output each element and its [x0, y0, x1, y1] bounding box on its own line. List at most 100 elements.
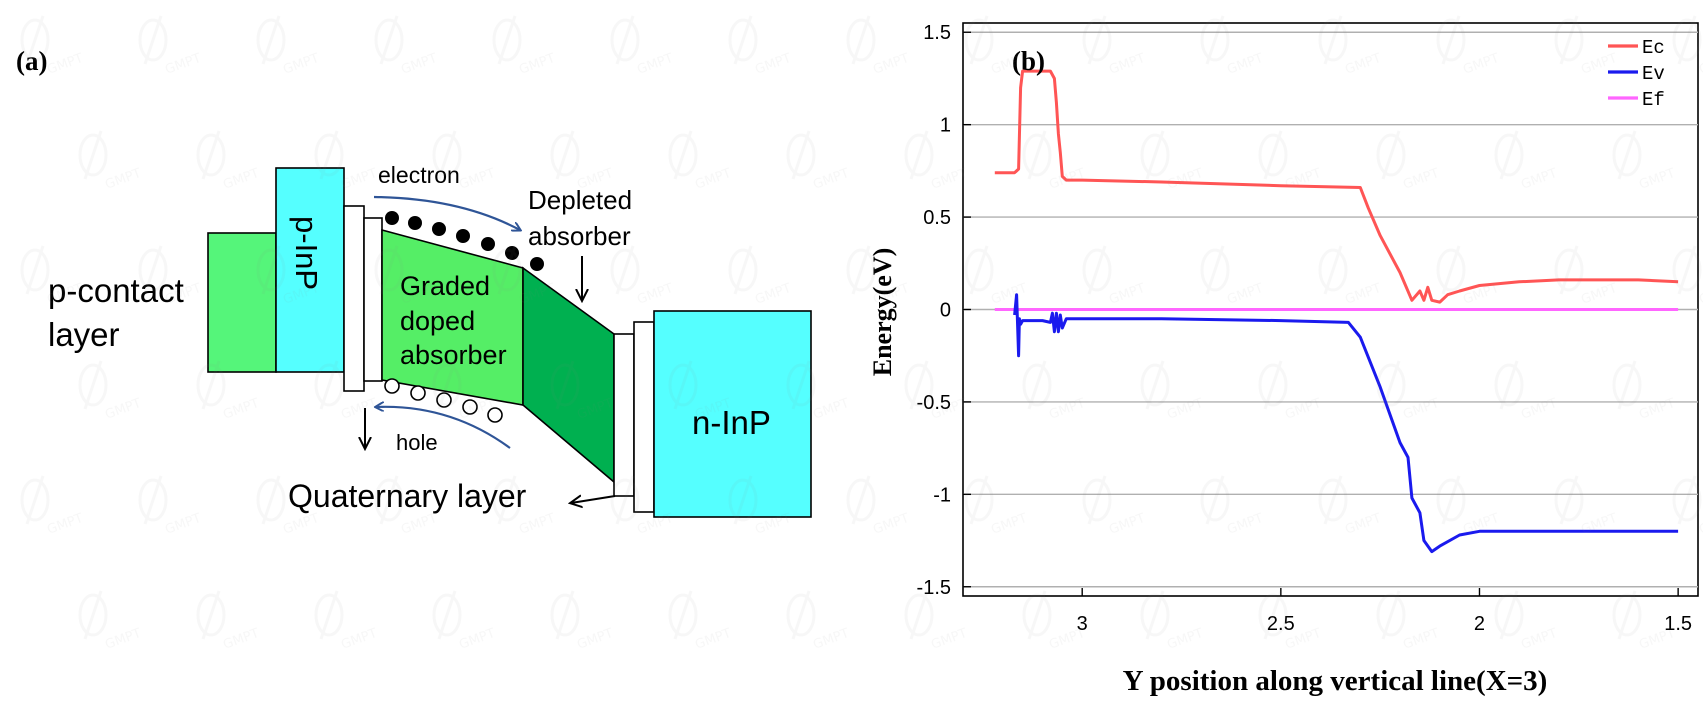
watermark-logo-icon [610, 478, 640, 522]
watermark-logo-icon [374, 478, 404, 522]
watermark-mark: GMPT [668, 130, 733, 193]
watermark-mark: GMPT [846, 15, 911, 78]
watermark-logo-icon [492, 18, 522, 62]
watermark-logo-stroke [143, 245, 163, 295]
watermark-logo-stroke [733, 475, 753, 525]
watermark-mark: GMPT [846, 475, 911, 538]
watermark-text: GMPT [163, 51, 203, 78]
watermark-logo-stroke [615, 475, 635, 525]
watermark-text: GMPT [281, 51, 321, 78]
watermark-mark: GMPT [256, 15, 321, 78]
x-tick-label: 1.5 [1664, 613, 1692, 635]
watermark-logo-icon [78, 363, 108, 407]
watermark-logo-stroke [1263, 360, 1283, 410]
watermark-logo-stroke [261, 15, 281, 65]
watermark-mark: GMPT [20, 475, 85, 538]
watermark-logo-icon [314, 593, 344, 637]
watermark-logo-icon [1140, 593, 1170, 637]
y-tick-label: 1 [940, 115, 951, 137]
watermark-mark: GMPT [78, 590, 143, 653]
watermark-mark: GMPT [1672, 15, 1703, 78]
y-tick-label: -0.5 [917, 392, 951, 414]
watermark-logo-icon [1554, 478, 1584, 522]
watermark-logo-stroke [673, 360, 693, 410]
x-axis-title: Y position along vertical line(X=3) [1123, 665, 1548, 697]
watermark-logo-stroke [143, 15, 163, 65]
watermark-logo-stroke [851, 15, 871, 65]
depleted-label-line2: absorber [528, 221, 631, 251]
watermark-logo-stroke [1559, 15, 1579, 65]
watermark-logo-icon [1200, 18, 1230, 62]
watermark-logo-icon [374, 248, 404, 292]
watermark-logo-icon [1554, 18, 1584, 62]
watermark-logo-icon [550, 593, 580, 637]
watermark-text: GMPT [811, 396, 851, 423]
watermark-logo-stroke [1263, 130, 1283, 180]
watermark-logo-stroke [909, 590, 929, 640]
watermark-logo-stroke [1145, 360, 1165, 410]
watermark-logo-icon [256, 18, 286, 62]
watermark-logo-icon [964, 248, 994, 292]
watermark-logo-icon [1318, 478, 1348, 522]
watermark-text: GMPT [163, 511, 203, 538]
watermark-text: GMPT [693, 166, 733, 193]
watermark-logo-stroke [1323, 245, 1343, 295]
hole-arrow [376, 407, 511, 449]
watermark-logo-stroke [1441, 15, 1461, 65]
watermark-logo-stroke [969, 15, 989, 65]
watermark-logo-stroke [379, 475, 399, 525]
watermark-logo-icon [1082, 248, 1112, 292]
hole-label: hole [396, 430, 438, 455]
watermark-logo-icon [1140, 133, 1170, 177]
watermark-logo-stroke [555, 360, 575, 410]
watermark-text: GMPT [221, 626, 261, 653]
watermark-logo-icon [1082, 478, 1112, 522]
watermark-logo-stroke [143, 475, 163, 525]
watermark-mark: GMPT [728, 15, 793, 78]
watermark-text: GMPT [517, 51, 557, 78]
watermark-logo-icon [786, 363, 816, 407]
watermark-logo-stroke [1027, 590, 1047, 640]
watermark-logo-icon [374, 18, 404, 62]
watermark-text: GMPT [871, 51, 911, 78]
watermark-text: GMPT [753, 281, 793, 308]
watermark-text: GMPT [457, 166, 497, 193]
watermark-logo-icon [728, 18, 758, 62]
watermark-logo-stroke [319, 130, 339, 180]
depleted-label-line1: Depleted [528, 185, 632, 215]
watermark-text: GMPT [339, 626, 379, 653]
watermark-logo-icon [1376, 593, 1406, 637]
watermark-text: GMPT [1401, 626, 1441, 653]
watermark-logo-stroke [1087, 475, 1107, 525]
hole-circle [436, 392, 452, 408]
watermark-logo-icon [1672, 478, 1702, 522]
x-tick-label: 2 [1474, 613, 1485, 635]
electron-dot [385, 211, 399, 225]
watermark-logo-stroke [319, 360, 339, 410]
watermark-logo-stroke [1617, 130, 1637, 180]
y-tick-label: 0 [940, 300, 951, 322]
p-inp-label: p-InP [289, 216, 324, 290]
watermark-logo-stroke [497, 245, 517, 295]
quaternary-pointer-arrow-right [571, 496, 616, 503]
watermark-logo-icon [1200, 478, 1230, 522]
watermark-logo-icon [1612, 593, 1642, 637]
watermark-mark: GMPT [432, 590, 497, 653]
watermark-logo-icon [1200, 248, 1230, 292]
watermark-logo-stroke [1617, 590, 1637, 640]
watermark-text: GMPT [399, 511, 439, 538]
watermark-logo-stroke [437, 360, 457, 410]
watermark-mark: GMPT [196, 590, 261, 653]
watermark-logo-icon [432, 363, 462, 407]
electron-dot [530, 257, 544, 271]
watermark-mark: GMPT [78, 130, 143, 193]
watermark-logo-stroke [791, 360, 811, 410]
watermark-mark: GMPT [1672, 245, 1703, 308]
watermark-logo-stroke [1381, 360, 1401, 410]
watermark-text: GMPT [517, 511, 557, 538]
watermark-mark: GMPT [786, 590, 851, 653]
legend-label-ef: Ef [1642, 89, 1665, 111]
watermark-logo-stroke [437, 130, 457, 180]
watermark-mark: GMPT [1140, 590, 1205, 653]
watermark-text: GMPT [221, 396, 261, 423]
